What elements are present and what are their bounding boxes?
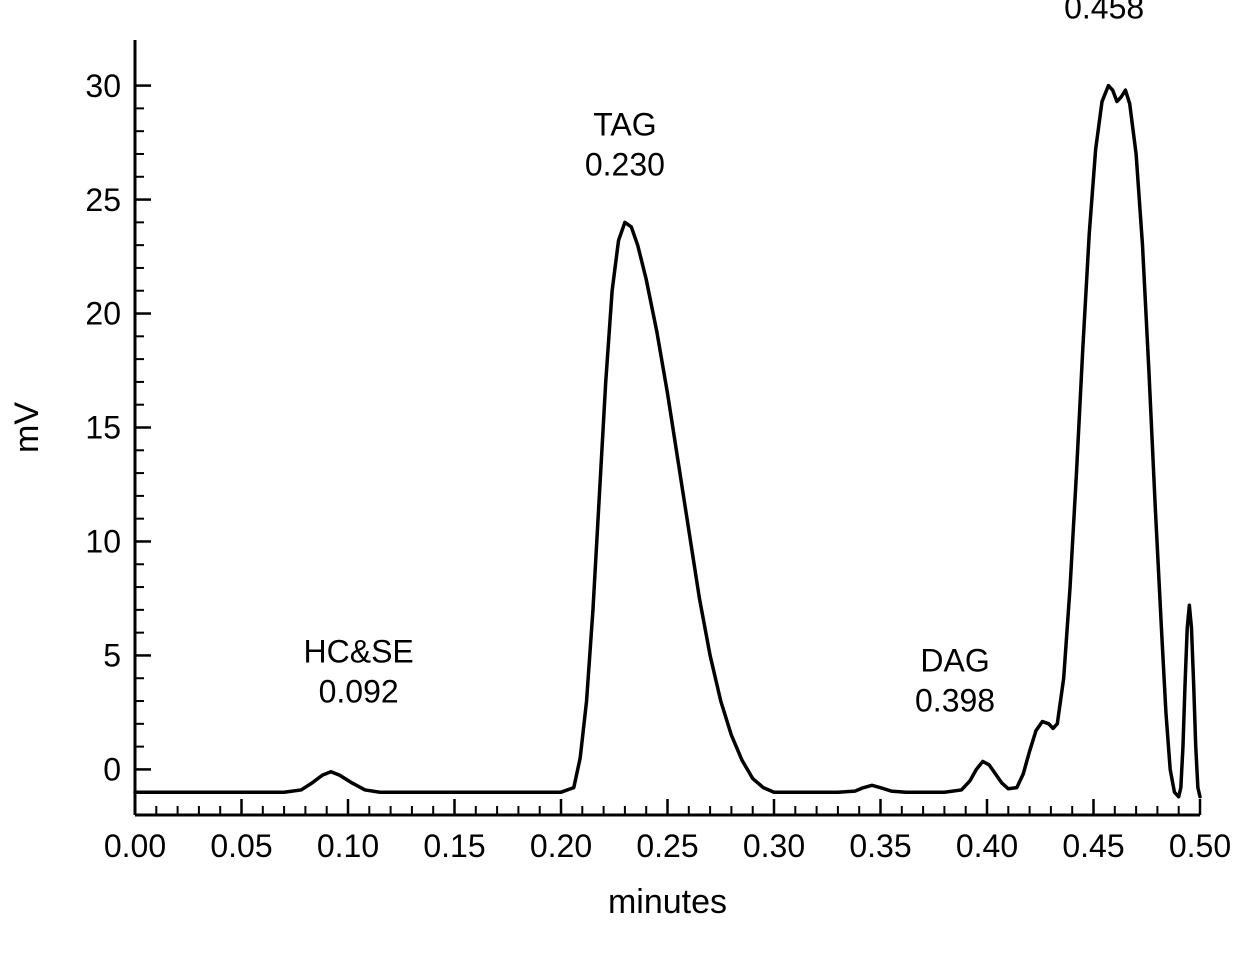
x-axis-label: minutes bbox=[608, 883, 727, 921]
x-tick-label: 0.35 bbox=[849, 828, 911, 864]
peak-label-name: TAG bbox=[593, 107, 656, 143]
peak-label-value: 0.230 bbox=[585, 147, 665, 183]
y-tick-label: 0 bbox=[103, 752, 121, 788]
x-tick-label: 0.50 bbox=[1169, 828, 1231, 864]
x-tick-label: 0.30 bbox=[743, 828, 805, 864]
chromatogram-chart: 0.00 0.05 0.10 0.15 0.20 0.25 0.30 0.35 0.40 0.45… bbox=[0, 0, 1239, 964]
y-tick-label: 20 bbox=[85, 296, 121, 332]
x-tick-label: 0.45 bbox=[1062, 828, 1124, 864]
y-axis-label: mV bbox=[8, 402, 46, 453]
peak-label-name: HC&SE bbox=[304, 633, 414, 669]
y-tick-label: 5 bbox=[103, 638, 121, 674]
peak-label-name: DAG bbox=[920, 642, 989, 678]
y-tick-label: 25 bbox=[85, 182, 121, 218]
x-tick-label: 0.40 bbox=[956, 828, 1018, 864]
peak-label-value: 0.398 bbox=[915, 682, 995, 718]
y-tick-label: 30 bbox=[85, 68, 121, 104]
y-tick-label: 10 bbox=[85, 524, 121, 560]
y-tick-label: 15 bbox=[85, 410, 121, 446]
chart-svg: 0.00 0.05 0.10 0.15 0.20 0.25 0.30 0.35 0.40 0.45… bbox=[0, 0, 1239, 964]
x-tick-label: 0.15 bbox=[423, 828, 485, 864]
x-tick-label: 0.25 bbox=[636, 828, 698, 864]
peak-label-value: 0.458 bbox=[1064, 0, 1144, 25]
peak-label-value: 0.092 bbox=[319, 673, 399, 709]
x-tick-label: 0.05 bbox=[210, 828, 272, 864]
x-tick-label: 0.10 bbox=[317, 828, 379, 864]
x-tick-label: 0.00 bbox=[104, 828, 166, 864]
x-tick-label: 0.20 bbox=[530, 828, 592, 864]
